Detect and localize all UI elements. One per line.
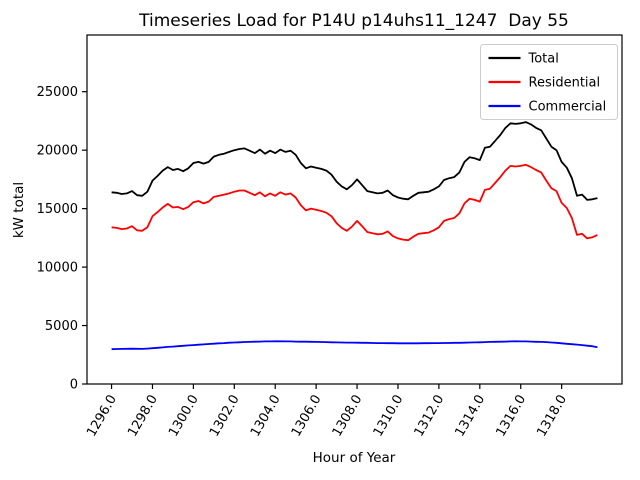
chart-title: Timeseries Load for P14U p14uhs11_1247 D…	[138, 11, 569, 31]
x-tick-label: 1302.0	[207, 393, 243, 440]
x-axis-label: Hour of Year	[313, 450, 396, 466]
x-tick-label: 1316.0	[493, 393, 529, 440]
x-tick-label: 1308.0	[330, 393, 366, 440]
y-axis-label: kW total	[11, 182, 27, 238]
x-tick-label: 1314.0	[453, 393, 489, 440]
x-tick-label: 1296.0	[84, 393, 120, 440]
series-line-commercial	[111, 340, 598, 351]
legend-label-commercial: Commercial	[529, 100, 607, 115]
legend: Total Residential Commercial	[480, 44, 618, 120]
x-tick-label: 1318.0	[534, 393, 570, 440]
x-tick-label: 1298.0	[125, 393, 161, 440]
y-tick-label: 25000	[37, 85, 78, 100]
series-line-residential	[111, 163, 598, 242]
x-tick-label: 1300.0	[166, 393, 202, 440]
series-line-total	[111, 121, 598, 201]
x-tick-label: 1310.0	[371, 393, 407, 440]
y-tick-label: 15000	[37, 202, 78, 217]
x-tick-label: 1304.0	[248, 393, 284, 440]
axes-spines	[86, 34, 623, 385]
y-tick-label: 10000	[37, 261, 78, 276]
y-tick-label: 5000	[45, 319, 78, 334]
legend-label-residential: Residential	[529, 76, 601, 91]
x-tick-label: 1312.0	[412, 393, 448, 440]
y-tick-label: 0	[70, 378, 78, 393]
legend-label-total: Total	[528, 52, 559, 67]
legend-box	[480, 44, 618, 120]
x-tick-label: 1306.0	[289, 393, 325, 440]
y-tick-label: 20000	[37, 144, 78, 159]
